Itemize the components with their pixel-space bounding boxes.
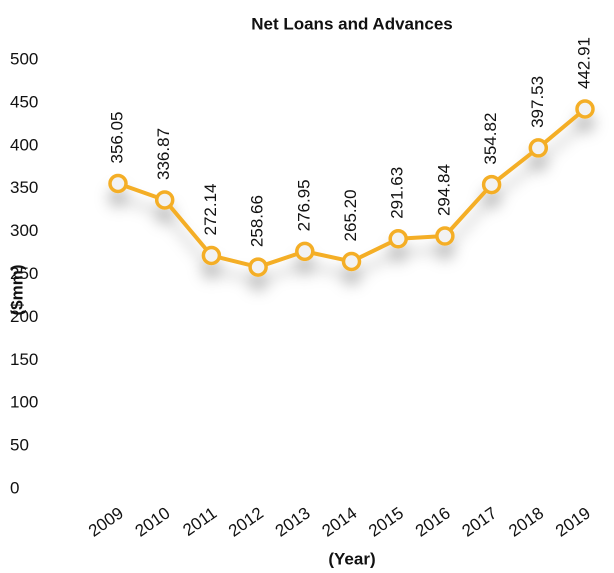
- line: [117, 107, 587, 270]
- data-label: 356.05: [107, 112, 126, 164]
- marker: [388, 229, 408, 249]
- y-tick-label: 450: [10, 92, 38, 111]
- data-label: 354.82: [481, 113, 500, 165]
- marker: [295, 241, 315, 262]
- x-tick-label: 2014: [318, 503, 360, 540]
- x-tick-label: 2010: [132, 503, 174, 540]
- y-tick-label: 50: [10, 436, 29, 455]
- marker: [201, 245, 222, 266]
- chart-title: Net Loans and Advances: [251, 14, 453, 33]
- data-label: 272.14: [201, 184, 220, 236]
- data-label: 276.95: [294, 179, 313, 231]
- y-tick-label: 400: [10, 135, 38, 154]
- x-tick-label: 2012: [225, 503, 267, 540]
- x-tick-label: 2011: [179, 503, 220, 540]
- data-label: 291.63: [388, 167, 407, 219]
- data-label: 397.53: [528, 76, 547, 128]
- x-tick-label: 2013: [272, 503, 314, 540]
- y-tick-label: 350: [10, 178, 38, 197]
- data-label: 442.91: [574, 37, 593, 89]
- x-tick-label: 2017: [459, 503, 501, 540]
- marker: [528, 138, 549, 158]
- data-label: 258.66: [248, 195, 267, 247]
- y-tick-label: 0: [10, 478, 19, 497]
- x-tick-label: 2019: [552, 503, 594, 540]
- y-tick-label: 200: [10, 307, 38, 326]
- marker: [481, 174, 502, 195]
- data-label: 336.87: [154, 128, 173, 180]
- data-label: 265.20: [341, 189, 360, 241]
- y-axis-title: ($mm): [7, 264, 26, 315]
- x-tick-label: 2016: [412, 503, 454, 540]
- y-tick-label: 150: [10, 350, 38, 369]
- x-tick-label: 2009: [85, 503, 127, 540]
- series: [108, 99, 595, 277]
- marker: [435, 226, 455, 246]
- y-tick-label: 500: [10, 49, 38, 68]
- x-tick-label: 2018: [505, 503, 547, 540]
- data-label: 294.84: [434, 164, 453, 216]
- x-tick-label: 2015: [365, 503, 407, 540]
- marker: [575, 99, 595, 119]
- y-tick-label: 100: [10, 393, 38, 412]
- x-axis-title: (Year): [328, 549, 375, 568]
- y-tick-label: 250: [10, 264, 38, 283]
- y-tick-label: 300: [10, 221, 38, 240]
- marker: [248, 257, 268, 277]
- marker: [341, 251, 362, 272]
- marker: [154, 190, 175, 210]
- marker: [108, 173, 128, 194]
